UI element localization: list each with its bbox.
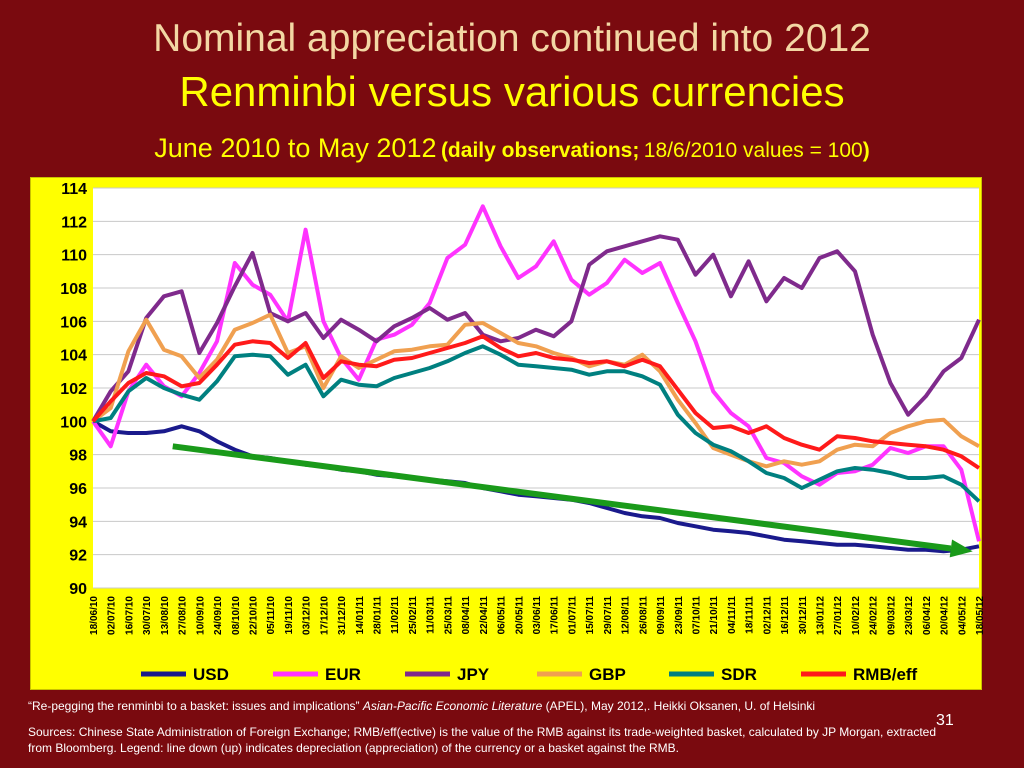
x-tick-label: 09/03/12 [886,596,897,635]
x-tick-label: 15/07/11 [585,596,596,635]
y-tick-label: 114 [61,181,87,198]
x-tick-label: 23/09/11 [674,596,685,635]
subtitle-observations: (daily observations; [440,139,640,162]
slide-heading: Renminbi versus various currencies [179,68,845,115]
x-tick-label: 03/06/11 [532,596,543,635]
subtitle-base: 18/6/2010 values = 100 [643,139,863,162]
legend-label: GBP [589,665,626,684]
x-tick-label: 12/08/11 [621,596,632,635]
x-tick-label: 05/11/10 [266,596,277,635]
x-tick-label: 31/12/10 [337,596,348,635]
y-tick-label: 96 [69,481,87,498]
slide-title: Nominal appreciation continued into 2012 [153,17,871,60]
x-tick-label: 30/07/10 [142,596,153,635]
x-tick-label: 26/08/11 [638,596,649,635]
sources-note: Sources: Chinese State Administration of… [28,725,937,755]
series-line-eur [91,204,981,542]
x-tick-label: 22/04/11 [479,596,490,635]
y-tick-label: 92 [69,548,87,565]
y-tick-label: 104 [60,348,87,365]
x-tick-label: 18/11/11 [745,596,756,634]
footnote: “Re-pegging the renminbi to a basket: is… [28,699,968,714]
x-tick-label: 28/01/11 [373,596,384,635]
y-tick-label: 106 [60,314,87,331]
x-tick-label: 09/09/11 [656,596,667,635]
x-tick-label: 22/10/10 [248,596,259,635]
subtitle-period: June 2010 to May 2012 [154,133,437,163]
series-line-jpy [91,234,981,423]
x-tick-label: 14/01/11 [355,596,366,635]
x-tick-label: 08/10/10 [231,596,242,635]
x-tick-label: 17/06/11 [550,596,561,635]
footnote-quote: “Re-pegging the renminbi to a basket: is… [28,699,360,713]
slide-subtitle: June 2010 to May 2012 (daily observation… [0,131,1024,170]
x-tick-label: 02/07/10 [107,596,118,635]
x-tick-label: 06/04/12 [922,596,933,635]
y-tick-label: 98 [69,448,87,465]
x-tick-label: 04/05/12 [957,596,968,635]
x-tick-label: 21/10/11 [709,596,720,635]
x-tick-label: 24/09/10 [213,596,224,635]
legend-label: JPY [457,665,490,684]
trend-arrow-shaft [172,443,952,552]
subtitle-close: ) [862,139,870,162]
x-tick-label: 11/03/11 [426,596,437,634]
footnote-journal: Asian-Pacific Economic Literature [362,699,543,713]
y-tick-label: 108 [60,281,87,298]
x-tick-label: 30/12/11 [798,596,809,635]
x-tick-label: 10/09/10 [195,596,206,635]
x-tick-label: 24/02/12 [869,596,880,635]
trend-arrow-head [949,539,973,558]
x-tick-label: 17/12/10 [319,596,330,635]
legend-label: RMB/eff [853,665,918,684]
legend-label: USD [193,665,229,684]
page-number: 31 [936,712,954,729]
x-tick-label: 08/04/11 [461,596,472,635]
x-tick-label: 19/11/10 [284,596,295,635]
legend-label: EUR [325,665,361,684]
x-tick-label: 27/01/12 [833,596,844,635]
chart-frame: 90 92 94 96 98 100 102 104 106 108 110 112 114 18/06/… [30,177,983,690]
x-tick-label: 13/01/12 [816,596,827,635]
series-line-rmbeff [91,334,981,470]
x-tick-label: 20/05/11 [514,596,525,635]
x-tick-label: 06/05/11 [497,596,508,635]
x-tick-label: 01/07/11 [567,596,578,635]
x-tick-label: 25/02/11 [408,596,419,635]
x-tick-label: 02/12/11 [762,596,773,635]
x-tick-label: 16/07/10 [124,596,135,635]
currency-chart: 90 92 94 96 98 100 102 104 106 108 110 112 114 18/06/… [60,181,983,684]
y-tick-label: 110 [61,248,87,265]
x-tick-label: 18/06/10 [89,596,100,635]
x-tick-label: 10/02/12 [851,596,862,635]
x-tick-label: 27/08/10 [178,596,189,635]
x-tick-label: 07/10/11 [691,596,702,635]
y-tick-label: 94 [69,514,87,531]
y-tick-label: 100 [60,414,87,431]
x-tick-label: 04/11/11 [727,596,738,634]
y-tick-label: 90 [69,581,87,598]
x-tick-label: 25/03/11 [443,596,454,635]
x-tick-label: 13/08/10 [160,596,171,635]
x-tick-label: 03/12/10 [302,596,313,635]
x-tick-label: 16/12/11 [780,596,791,635]
y-tick-label: 112 [61,214,87,231]
legend-label: SDR [721,665,757,684]
series-line-gbp [91,312,980,469]
x-tick-label: 23/03/12 [904,596,915,635]
x-tick-label: 11/02/11 [390,596,401,634]
x-tick-label: 29/07/11 [603,596,614,635]
footnote-rest: (APEL), May 2012,. Heikki Oksanen, U. of… [545,699,816,713]
x-tick-label: 18/05/12 [975,596,983,635]
series-line-sdr [92,344,981,503]
x-tick-label: 20/04/12 [940,596,951,635]
y-tick-label: 102 [60,381,87,398]
